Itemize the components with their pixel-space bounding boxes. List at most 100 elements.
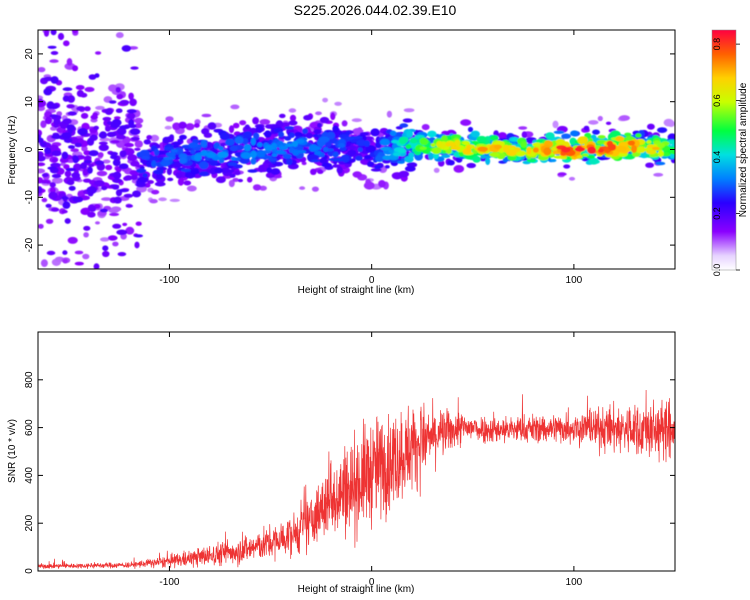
spectrogram-cell bbox=[95, 105, 105, 110]
spectrogram-cell bbox=[441, 135, 448, 143]
spectrogram-cell bbox=[527, 144, 534, 148]
spectrogram-cell bbox=[40, 259, 48, 267]
spectrogram-cell bbox=[288, 108, 297, 113]
spectrogram-cell bbox=[64, 218, 71, 224]
snr-frame bbox=[37, 331, 676, 572]
spectrogram-cell bbox=[128, 92, 134, 101]
spectrogram-cell bbox=[257, 142, 263, 148]
spectrogram-cell bbox=[313, 129, 322, 135]
spectrogram-cell bbox=[62, 250, 68, 255]
spectrogram-cell bbox=[450, 145, 461, 151]
spectrogram-cell bbox=[61, 151, 69, 160]
spectrogram-cell bbox=[398, 136, 407, 145]
spectrogram-cell bbox=[39, 141, 47, 148]
spectrogram-cell bbox=[84, 106, 91, 112]
spectrogram-cell bbox=[119, 125, 131, 130]
spectrogram-cell bbox=[190, 169, 200, 175]
spectrogram-cell bbox=[165, 152, 176, 157]
spectrogram-cell bbox=[380, 146, 391, 151]
spectrogram-cell bbox=[83, 159, 93, 164]
spectrogram-cell bbox=[560, 152, 567, 156]
spectrogram-cell bbox=[587, 146, 597, 154]
spectrogram-cell bbox=[569, 149, 576, 156]
spectrogram-cell bbox=[107, 235, 118, 241]
spectrogram-cell bbox=[286, 157, 293, 166]
spectrogram-cell bbox=[72, 155, 79, 164]
spectrogram-cell bbox=[130, 66, 139, 70]
spectrogram-cell bbox=[335, 157, 345, 162]
spectrogram-cell bbox=[198, 171, 209, 177]
spectrogram-cell bbox=[46, 250, 56, 256]
spectrogram-cell bbox=[258, 164, 265, 173]
spectrogram-cell bbox=[126, 109, 137, 114]
spectrogram-cell bbox=[41, 197, 48, 203]
snr-series-line bbox=[38, 389, 675, 570]
spectrogram-cell bbox=[574, 146, 586, 152]
spectrogram-cell bbox=[332, 151, 339, 158]
spectrogram-cell bbox=[289, 114, 297, 122]
y-tick-label: 400 bbox=[24, 467, 35, 484]
spectrogram-cell bbox=[71, 65, 79, 72]
spectrogram-cell bbox=[234, 136, 244, 144]
spectrogram-cell bbox=[66, 58, 73, 66]
spectrogram-cell bbox=[183, 180, 192, 186]
chart-title: S225.2026.044.02.39.E10 bbox=[294, 2, 457, 18]
spectrogram-cell bbox=[229, 145, 239, 152]
spectrogram-cell bbox=[116, 229, 128, 236]
spectrogram-cell bbox=[470, 130, 480, 138]
spectrogram-cell bbox=[109, 212, 120, 217]
spectrogram-cell bbox=[217, 146, 224, 151]
spectrogram-cell bbox=[172, 144, 179, 149]
spectrogram-cell bbox=[51, 150, 62, 157]
spectrogram-cell bbox=[98, 144, 109, 152]
spectrogram-cell bbox=[93, 125, 99, 130]
spectrogram-cell bbox=[129, 98, 137, 107]
spectrogram-cell bbox=[288, 120, 298, 126]
spectrogram-cell bbox=[467, 126, 474, 133]
spectrogram-cell bbox=[147, 180, 155, 184]
spectrogram-cell bbox=[445, 142, 456, 147]
spectrogram-cell bbox=[62, 201, 71, 209]
spectrogram-cell bbox=[315, 111, 322, 116]
spectrogram-cell bbox=[403, 108, 415, 113]
spectrogram-cell bbox=[244, 124, 250, 130]
spectrogram-cell bbox=[41, 173, 49, 178]
spectrogram-cell bbox=[436, 140, 443, 148]
spectrogram-cell bbox=[137, 176, 149, 183]
spectrogram-cell bbox=[135, 221, 142, 226]
spectrogram-cell bbox=[259, 119, 271, 125]
spectrogram-cell bbox=[102, 116, 112, 122]
spectrogram-cell bbox=[110, 155, 118, 160]
spectrogram-cell bbox=[111, 185, 120, 190]
spectrogram-cell bbox=[79, 92, 88, 98]
spectrogram-cell bbox=[123, 147, 135, 156]
spectrogram-cell bbox=[63, 40, 70, 47]
spectrogram-cell bbox=[365, 145, 377, 153]
spectrogram-cell bbox=[132, 190, 142, 198]
spectrogram-cell bbox=[169, 198, 180, 202]
spectrogram-cell bbox=[364, 155, 372, 160]
spectrogram-cell bbox=[255, 125, 264, 134]
spectrogram-cell bbox=[126, 112, 136, 120]
colorbar-frame bbox=[711, 29, 737, 271]
spectrogram-cell bbox=[597, 135, 606, 139]
spectrogram-cell bbox=[217, 151, 229, 158]
spectrogram-cell bbox=[357, 147, 363, 152]
spectrogram-cell bbox=[321, 162, 333, 168]
spectrogram-cell bbox=[62, 87, 73, 92]
spectrogram-cell bbox=[38, 186, 43, 194]
spectrogram-cell bbox=[134, 117, 144, 124]
spectrogram-cell bbox=[582, 153, 589, 157]
spectrogram-cell bbox=[87, 190, 94, 197]
spectrogram-cell bbox=[421, 124, 430, 131]
spectrogram-cell bbox=[433, 167, 440, 173]
spectrogram-cell bbox=[71, 172, 81, 179]
spectrogram-cell bbox=[561, 146, 571, 153]
spectrogram-cell bbox=[453, 165, 465, 173]
y-tick-label: 20 bbox=[24, 48, 35, 60]
spectrogram-cell bbox=[105, 164, 113, 171]
spectrogram-cell bbox=[62, 95, 70, 102]
spectrogram-cell bbox=[43, 88, 53, 96]
spectrogram-cell bbox=[219, 132, 230, 141]
